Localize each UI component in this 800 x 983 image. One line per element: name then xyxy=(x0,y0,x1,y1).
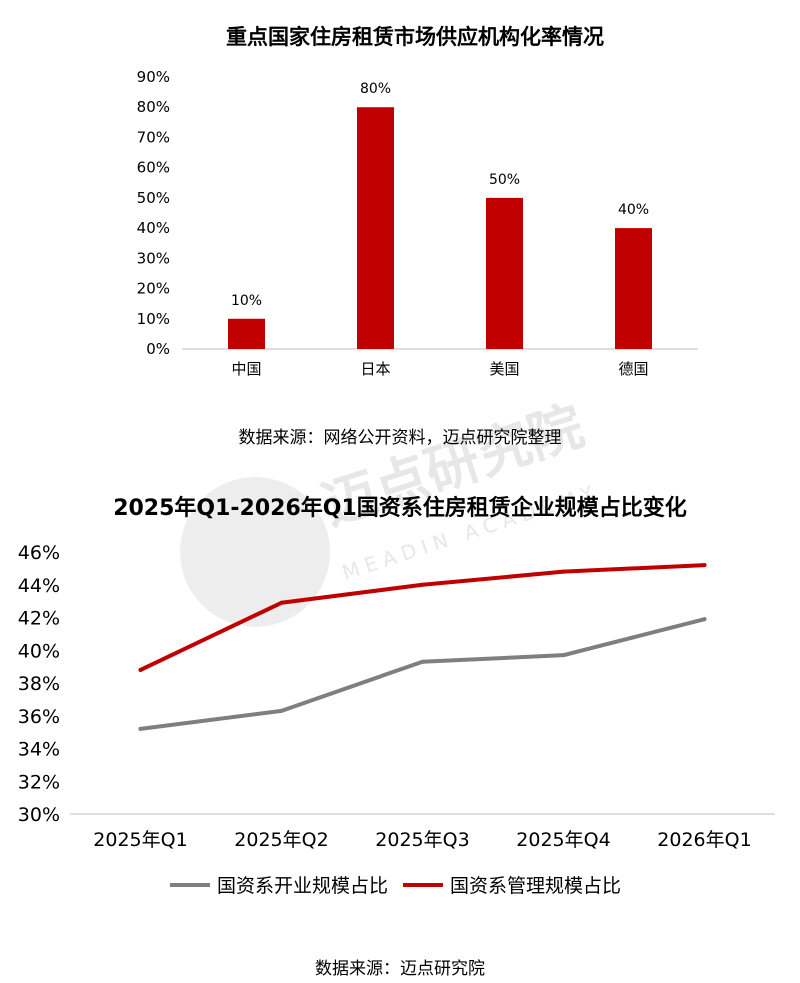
bar-y-tick-label: 30% xyxy=(137,249,170,267)
line-x-axis: 2025年Q1 2025年Q2 2025年Q3 2025年Q4 2026年Q1 xyxy=(93,829,751,851)
bar-y-axis: 0% 10% 20% 30% 40% 50% 60% 70% 80% 90% xyxy=(137,68,170,358)
line-y-tick-label: 46% xyxy=(18,542,60,564)
bar-y-tick-label: 0% xyxy=(146,340,170,358)
line-point xyxy=(138,726,143,731)
line-x-tick-label: 2025年Q2 xyxy=(234,829,328,851)
line-y-tick-label: 42% xyxy=(18,608,60,630)
line-x-tick-label: 2025年Q4 xyxy=(516,829,610,851)
bar-x-tick-label: 德国 xyxy=(618,360,648,378)
line-chart-legend: 国资系开业规模占比 国资系管理规模占比 xyxy=(170,875,621,897)
bar-x-tick-label: 中国 xyxy=(231,360,261,378)
bar-y-tick-label: 50% xyxy=(137,189,170,207)
line-chart: 2025年Q1-2026年Q1国资系住房租赁企业规模占比变化 30% 32% 34%… xyxy=(18,495,775,979)
bottom-chart-source-note: 数据来源：迈点研究院 xyxy=(315,959,485,979)
line-point xyxy=(561,653,566,658)
legend-label: 国资系管理规模占比 xyxy=(450,875,621,897)
bar-chart: 重点国家住房租赁市场供应机构化率情况 0% 10% 20% 30% 40% 50% 60% 7… xyxy=(137,25,698,448)
bar-x-tick-label: 美国 xyxy=(489,360,519,378)
bar-value-label: 10% xyxy=(231,293,262,309)
line-point xyxy=(279,600,284,605)
bar-y-tick-label: 40% xyxy=(137,219,170,237)
line-y-axis: 30% 32% 34% 36% 38% 40% 42% 44% 46% xyxy=(18,542,60,826)
bar-y-tick-label: 90% xyxy=(137,68,170,86)
bar-value-label: 80% xyxy=(360,81,391,97)
line-y-tick-label: 40% xyxy=(18,640,60,662)
bar xyxy=(228,318,265,349)
bar-y-tick-label: 60% xyxy=(137,159,170,177)
watermark-logo xyxy=(180,477,330,627)
line-chart-title: 2025年Q1-2026年Q1国资系住房租赁企业规模占比变化 xyxy=(113,495,687,521)
line-point xyxy=(279,708,284,713)
line-x-tick-label: 2025年Q1 xyxy=(93,829,187,851)
line-x-tick-label: 2026年Q1 xyxy=(657,829,751,851)
line-point xyxy=(420,659,425,664)
bar-x-axis: 中国 日本 美国 德国 xyxy=(231,360,648,378)
bar-y-tick-label: 70% xyxy=(137,128,170,146)
bar-series: 10% 80% 50% 40% xyxy=(228,81,652,349)
line-x-tick-label: 2025年Q3 xyxy=(375,829,469,851)
line-point xyxy=(702,563,707,568)
bar-y-tick-label: 80% xyxy=(137,98,170,116)
bar-value-label: 40% xyxy=(618,202,649,218)
line-y-tick-label: 44% xyxy=(18,575,60,597)
line-y-tick-label: 30% xyxy=(18,804,60,826)
line-y-tick-label: 32% xyxy=(18,771,60,793)
line-point xyxy=(420,582,425,587)
bar xyxy=(486,197,523,349)
bar-y-tick-label: 10% xyxy=(137,310,170,328)
bar xyxy=(357,107,394,349)
top-chart-source-note: 数据来源：网络公开资料，迈点研究院整理 xyxy=(239,428,562,448)
bar-value-label: 50% xyxy=(489,172,520,188)
bar xyxy=(615,228,652,349)
line-point xyxy=(702,617,707,622)
line-y-tick-label: 34% xyxy=(18,739,60,761)
line-y-tick-label: 36% xyxy=(18,706,60,728)
line-point xyxy=(561,569,566,574)
line-series-group xyxy=(138,563,707,731)
bar-y-tick-label: 20% xyxy=(137,280,170,298)
line-y-tick-label: 38% xyxy=(18,673,60,695)
bar-x-tick-label: 日本 xyxy=(360,360,390,378)
legend-label: 国资系开业规模占比 xyxy=(217,875,388,897)
line-point xyxy=(138,667,143,672)
line-series-1 xyxy=(138,617,707,731)
bar-chart-title: 重点国家住房租赁市场供应机构化率情况 xyxy=(226,25,604,49)
